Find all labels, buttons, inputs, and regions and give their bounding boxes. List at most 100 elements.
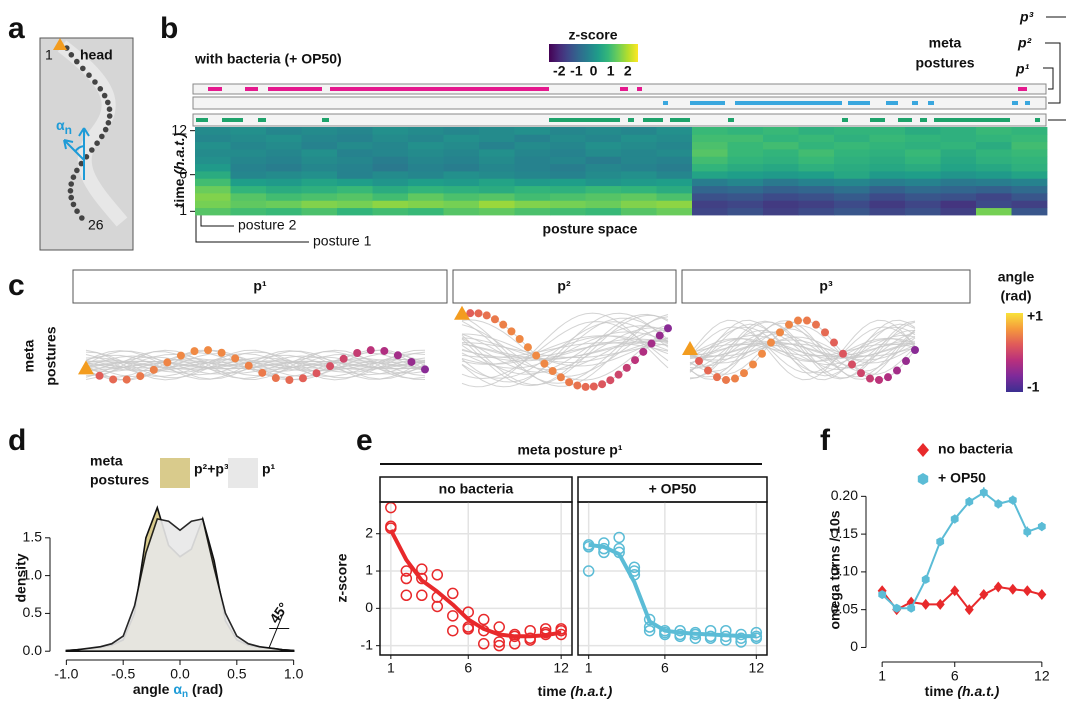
point — [416, 572, 428, 585]
heatmap-title: with bacteria (+ OP50) — [194, 51, 342, 67]
posture-dot — [421, 365, 429, 374]
heatmap-cell — [1011, 185, 1048, 194]
posture-dot — [812, 320, 820, 329]
heatmap-cell — [479, 141, 515, 150]
heatmap-cell — [834, 171, 870, 179]
posture-trace — [689, 319, 916, 381]
posture-dot — [589, 382, 598, 391]
posture-trace — [689, 326, 916, 374]
heatmap-cell — [266, 149, 302, 157]
heatmap-cell — [834, 127, 870, 135]
heatmap-cell — [869, 149, 906, 157]
heatmap-cell — [550, 163, 586, 172]
heatmap-cell — [230, 178, 267, 187]
heatmap-cell — [550, 149, 586, 157]
meta-segment — [728, 118, 734, 122]
heatmap-cell — [763, 156, 799, 165]
heatmap-cell — [763, 178, 799, 187]
heatmap-cell — [514, 149, 551, 157]
heatmap-cell — [514, 127, 551, 135]
heatmap-cell — [940, 163, 977, 172]
side-label: meta — [21, 339, 37, 372]
y-tick-label: 1 — [365, 562, 373, 578]
heatmap-cell — [940, 149, 977, 157]
posture-dot — [548, 366, 557, 375]
posture-dot — [507, 327, 516, 336]
heatmap-cell — [408, 178, 444, 187]
posture-trace — [689, 336, 916, 364]
heatmap-cell — [834, 156, 870, 165]
marker — [892, 603, 901, 613]
heatmap-cell — [337, 141, 373, 150]
heatmap-cell — [408, 163, 444, 172]
heatmap-cell — [692, 207, 728, 216]
marker — [1008, 583, 1018, 595]
heatmap-cell — [408, 141, 444, 150]
posture-trace — [689, 331, 916, 369]
heatmap-cell — [337, 149, 373, 157]
colorbar-tick-label: 2 — [624, 63, 632, 79]
heatmap-cell — [408, 185, 444, 194]
heatmap-cell — [443, 178, 480, 187]
heatmap-cell — [337, 134, 373, 143]
x-tick-label: 12 — [749, 660, 765, 676]
heatmap-cell — [514, 156, 551, 165]
heatmap-cell — [585, 127, 622, 135]
worm-dots — [53, 38, 113, 221]
heatmap-cell — [834, 178, 870, 187]
x-tick-label: -1.0 — [54, 666, 78, 682]
posture-dot — [622, 363, 631, 372]
heatmap-cell — [514, 185, 551, 194]
y-tick-label: 12 — [171, 121, 187, 137]
heatmap-cell — [372, 207, 409, 216]
heatmap-cell — [266, 185, 302, 194]
legend-label: p¹ — [262, 461, 276, 477]
heatmap-cell — [301, 156, 338, 165]
heatmap-cell — [230, 163, 267, 172]
posture-dot — [866, 374, 874, 383]
posture-trace — [689, 326, 916, 374]
marker — [994, 499, 1003, 509]
heatmap-cell — [443, 127, 480, 135]
heatmap-cell — [230, 207, 267, 216]
heatmap-cell — [834, 193, 870, 201]
heatmap-cell — [727, 193, 764, 201]
y-tick-label: 0.5 — [23, 604, 43, 620]
posture-dot — [244, 361, 253, 370]
worm-dot — [101, 92, 108, 99]
posture-trace — [689, 323, 916, 377]
y-axis-title: omega turns / 10s — [827, 510, 843, 629]
marker — [921, 598, 931, 610]
heatmap-cell — [656, 185, 693, 194]
heatmap-cell — [621, 141, 657, 150]
heatmap-cell — [869, 171, 906, 179]
worm-body — [57, 40, 128, 227]
worm-dot — [68, 181, 75, 187]
worm-dot — [70, 201, 77, 208]
meta-name: p¹ — [1015, 61, 1030, 77]
posture-trace — [689, 343, 916, 357]
heatmap-cell — [550, 178, 586, 187]
heatmap-cell — [940, 193, 977, 201]
posture-trace — [689, 322, 916, 378]
heatmap-cell — [266, 163, 302, 172]
posture-dot — [312, 369, 321, 378]
heatmap-cell — [266, 127, 302, 135]
heatmap-cell — [266, 171, 302, 179]
heatmap-cell — [408, 134, 444, 143]
heatmap-cell — [621, 207, 657, 216]
heatmap-cell — [372, 185, 409, 194]
posture-title: p² — [557, 278, 571, 294]
heatmap-cell — [798, 193, 835, 201]
posture-dot — [911, 346, 919, 354]
heatmap-cell — [443, 171, 480, 179]
x-tick-label: 12 — [1034, 668, 1050, 684]
posture-dot — [109, 375, 118, 384]
heatmap-cell — [940, 134, 977, 143]
heatmap-cell — [230, 156, 267, 165]
posture-dot — [353, 348, 362, 357]
heatmap-cell — [763, 149, 799, 157]
heatmap-cell — [1011, 207, 1048, 216]
posture-trace — [689, 342, 916, 358]
heatmap-cell — [976, 141, 1012, 150]
